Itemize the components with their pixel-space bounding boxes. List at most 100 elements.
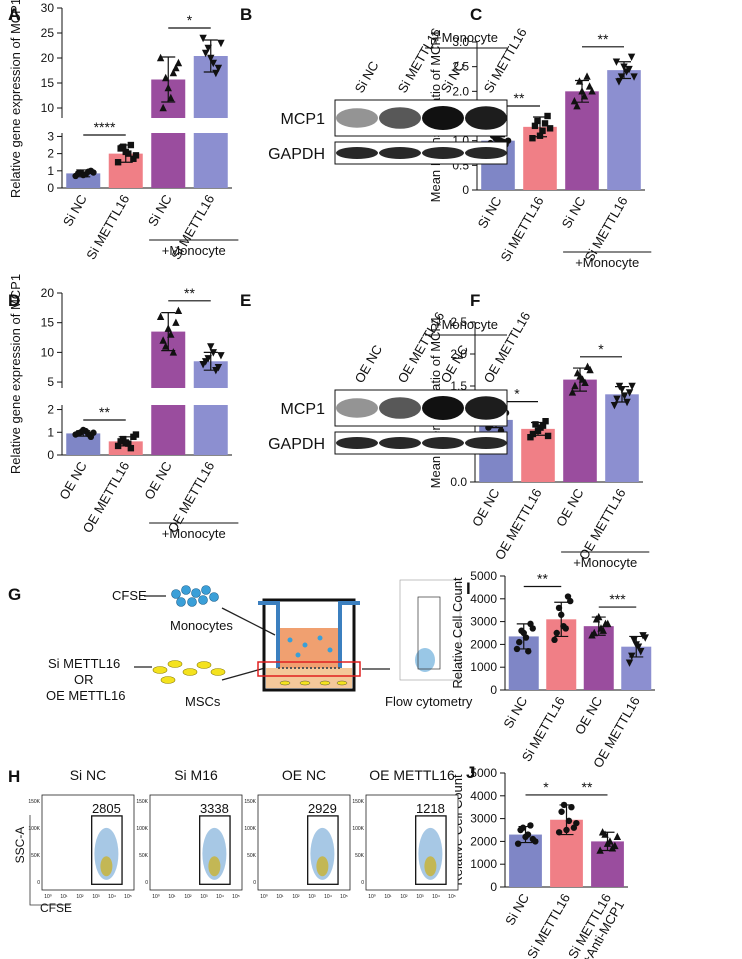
- diagram-text: MSCs: [185, 694, 221, 709]
- flow-title: Si NC: [70, 767, 107, 783]
- data-point: [534, 117, 541, 125]
- flow-x-tick: 10³: [308, 894, 316, 900]
- lane-label: Si NC: [352, 59, 382, 96]
- data-point: [201, 358, 210, 366]
- data-point: [610, 402, 619, 410]
- y-tick-label: 4000: [470, 592, 497, 606]
- y-tick-label: 30: [41, 1, 55, 15]
- insert-wall: [258, 601, 360, 668]
- flow-cloud-core: [208, 856, 221, 877]
- significance-label: **: [514, 90, 525, 106]
- data-point: [117, 438, 124, 445]
- group-label: +Monocyte: [434, 317, 498, 332]
- data-point: [578, 87, 586, 95]
- data-point: [563, 826, 570, 834]
- bar: [583, 626, 614, 690]
- data-point: [162, 342, 170, 350]
- data-point: [551, 636, 558, 644]
- data-point: [167, 330, 175, 338]
- data-point: [596, 846, 604, 854]
- panel-label: H: [8, 767, 20, 786]
- data-point: [169, 68, 178, 77]
- diagram-text: CFSE: [112, 588, 147, 603]
- y-tick-label: 0: [490, 683, 497, 697]
- flow-x-tick: 10¹: [384, 894, 392, 900]
- data-point: [612, 58, 621, 66]
- flow-gate: [415, 815, 447, 885]
- data-point: [201, 49, 210, 58]
- flow-y-tick: 0: [253, 880, 256, 886]
- data-point: [132, 152, 140, 159]
- y-tick-label: 0.0: [450, 475, 467, 489]
- data-point: [620, 63, 628, 71]
- significance-label: **: [99, 404, 110, 420]
- data-point: [546, 125, 554, 132]
- data-point: [632, 641, 640, 649]
- diagram-text: OR: [74, 672, 94, 687]
- data-point: [167, 93, 175, 102]
- y-tick-label: 2000: [470, 637, 497, 651]
- y-tick-label: 1: [47, 164, 54, 178]
- row-label: MCP1: [281, 401, 326, 418]
- blot-band: [465, 147, 507, 159]
- data-point: [553, 629, 560, 637]
- axis-break: [63, 118, 233, 133]
- data-point: [74, 430, 82, 437]
- x-tick-label: Si METTL16: [524, 891, 573, 959]
- significance-label: **: [537, 571, 548, 587]
- x-tick-label: Si METTL16: [497, 194, 546, 264]
- cells: [279, 680, 348, 686]
- flow-x-tick: 10⁵: [340, 894, 348, 900]
- flow-gate: [307, 815, 339, 885]
- data-point: [114, 159, 122, 166]
- flow-x-tick: 10²: [400, 894, 408, 900]
- blot-band: [379, 107, 421, 129]
- data-point: [637, 648, 645, 656]
- y-tick-label: 5000: [470, 766, 497, 780]
- flow-x-tick: 10²: [292, 894, 300, 900]
- flow-x-tick: 10⁰: [44, 894, 52, 900]
- data-point: [571, 381, 579, 390]
- data-point: [529, 430, 537, 438]
- data-point: [598, 828, 607, 836]
- y-tick-label: 2: [47, 403, 54, 417]
- y-tick-label: 2: [47, 147, 54, 161]
- flow-frame: [257, 794, 351, 891]
- flow-cloud: [94, 827, 119, 880]
- medium: [266, 668, 352, 688]
- data-point: [514, 840, 522, 847]
- data-point: [217, 352, 225, 360]
- group-label: +Monocyte: [162, 526, 226, 541]
- data-point: [122, 439, 129, 446]
- flow-frame: [41, 794, 135, 891]
- y-tick-label: 10: [41, 101, 55, 115]
- flow-x-tick: 10³: [416, 894, 424, 900]
- y-tick-label: 0: [47, 181, 54, 195]
- y-tick-label: 2.5: [450, 315, 467, 329]
- data-point: [570, 97, 579, 105]
- data-point: [156, 312, 165, 320]
- flow-y-tick: 100K: [28, 826, 40, 832]
- data-point: [542, 418, 549, 425]
- data-point: [80, 171, 87, 179]
- data-point: [169, 348, 178, 356]
- flow-y-tick: 150K: [244, 799, 256, 805]
- flow-x-tick: 10⁴: [432, 894, 440, 900]
- data-point: [527, 822, 534, 829]
- y-axis-label: Relative Cell Count: [450, 577, 465, 689]
- panel-label: D: [8, 291, 20, 310]
- y-tick-label: 3000: [470, 615, 497, 629]
- flow-x-tick: 10⁰: [260, 894, 268, 900]
- data-point: [568, 388, 577, 396]
- flow-title: OE METTL16: [369, 767, 455, 783]
- y-axis-label: Relative gene expression of MCP1: [8, 274, 23, 474]
- x-tick-label: OE NC: [572, 694, 606, 737]
- mini-flow-gate: [417, 596, 441, 670]
- data-point: [628, 382, 636, 391]
- blot-band: [422, 437, 464, 449]
- y-tick-label: 3.0: [452, 35, 469, 49]
- flow-title: OE NC: [282, 767, 326, 783]
- data-point: [513, 645, 521, 653]
- data-point: [560, 801, 568, 809]
- blot-band: [336, 398, 378, 418]
